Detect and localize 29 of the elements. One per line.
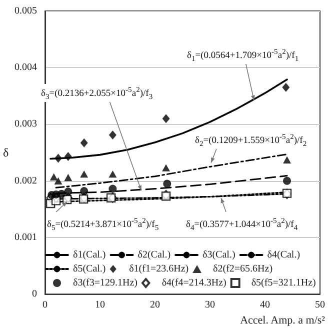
x-tick-label: 0 (42, 300, 48, 311)
legend-label: δ2(f2=65.6Hz) (213, 264, 273, 274)
x-tick-label: 30 (205, 300, 216, 311)
annotation: δ$_{1}$=(0.0564+1.709×10$^{-5}$a$^{2}$)/f$_{1}$ (187, 46, 299, 64)
legend-label: δ5(f5=321.1Hz) (251, 278, 316, 288)
y-tick-label: 0 (32, 288, 38, 300)
annotation: δ$_{5}$=(0.5214+3.871×10$^{-5}$a$^{2}$)/f$_{5}$ (47, 215, 159, 234)
x-tick-label: 50 (315, 300, 325, 311)
annotation: δ$_{4}$=(0.3577+1.044×10$^{-5}$a$^{2}$)/f$_{4}$ (186, 215, 298, 234)
y-tick-label: 0.003 (14, 118, 38, 130)
x-tick-label: 40 (260, 300, 270, 311)
x-axis-title: Accel. Amp. a m/s² (240, 314, 326, 326)
y-tick-label: 0.002 (14, 175, 38, 186)
annotation: δ$_{2}$=(0.1209+1.559×10$^{-5}$a$^{2}$)/f$_{2}$ (195, 131, 307, 150)
legend-label: δ3(f3=129.1Hz) (73, 278, 138, 288)
legend-label: δ1(Cal.) (73, 250, 106, 260)
y-tick-label: 0.005 (14, 6, 38, 16)
x-tick-label: 10 (95, 300, 106, 311)
legend-label: δ4(f4=214.3Hz) (162, 278, 226, 288)
y-tick-label: 0.004 (14, 62, 38, 74)
x-tick-label: 20 (150, 300, 160, 311)
legend-label: δ5(Cal.) (73, 264, 106, 274)
legend-label: δ3(Cal.) (202, 250, 236, 260)
y-axis-title: δ (3, 146, 9, 160)
legend-label: δ2(Cal.) (138, 250, 171, 260)
annotation: δ$_{3}$=(0.2136+2.055×10$^{-5}$a$^{2}$)/f$_{3}$ (41, 84, 153, 102)
y-tick-label: 0.001 (14, 232, 38, 243)
legend-label: δ4(Cal.) (267, 250, 300, 260)
legend-label: δ1(f1=23.6Hz) (129, 264, 189, 274)
